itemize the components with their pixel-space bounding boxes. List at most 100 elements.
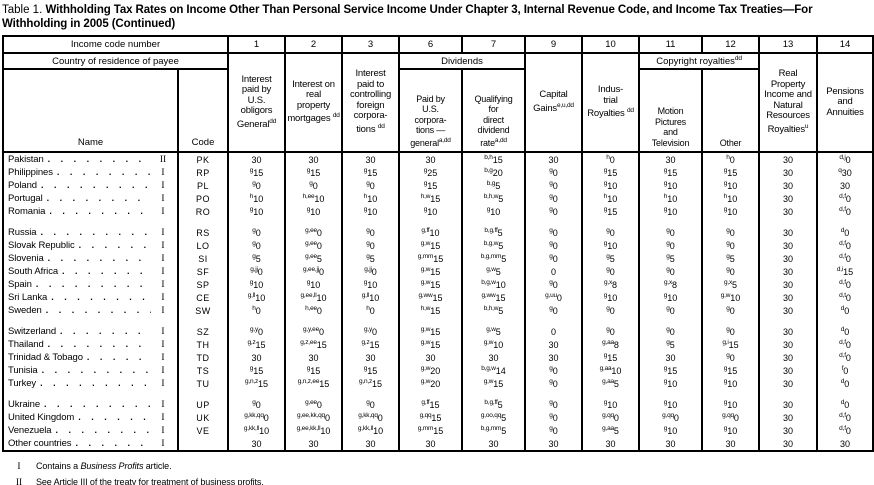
rate-cell: g0 bbox=[581, 265, 640, 278]
rate-cell: g10 bbox=[581, 291, 640, 304]
rate-cell: 30 bbox=[227, 437, 286, 451]
table-title: Table 1. Withholding Tax Rates on Income… bbox=[2, 3, 872, 31]
rate-cell: g15 bbox=[341, 364, 400, 377]
dot-leader: . . . . . . . . . . . . . . . . . . . . … bbox=[56, 167, 151, 177]
rate-footnote-superscript: g,uu bbox=[545, 292, 557, 299]
rate-footnote-superscript: g bbox=[663, 206, 668, 213]
rate-footnote-superscript: g,y bbox=[249, 326, 259, 333]
rate-footnote-superscript: d,f bbox=[839, 352, 846, 359]
rate-cell: g10 bbox=[701, 377, 760, 390]
rate-footnote-superscript: g,z bbox=[247, 339, 256, 346]
rate-footnote-superscript: b,g,w bbox=[483, 240, 499, 247]
rate-footnote-superscript: g bbox=[252, 227, 256, 234]
rate-cell: 0 bbox=[524, 317, 583, 338]
rate-footnote-superscript: g bbox=[606, 326, 610, 333]
country-code-cell: RP bbox=[177, 166, 229, 179]
country-name: United Kingdom bbox=[8, 412, 75, 423]
rate-cell: h0 bbox=[701, 152, 760, 166]
rate-footnote-superscript: g,x bbox=[663, 279, 673, 286]
rate-cell: d0 bbox=[816, 390, 874, 411]
rate-footnote-superscript: g bbox=[663, 399, 668, 406]
rate-footnote-superscript: g,ww bbox=[481, 292, 496, 299]
rate-cell: g0 bbox=[638, 239, 703, 252]
rate-footnote-superscript: b,h,w bbox=[483, 193, 499, 200]
rate-cell: 30 bbox=[758, 364, 818, 377]
rate-footnote-superscript: g,w bbox=[720, 292, 731, 299]
rate-footnote-superscript: h bbox=[252, 305, 256, 312]
rate-footnote-superscript: g bbox=[723, 365, 728, 372]
rate-footnote-superscript: g,aa bbox=[599, 365, 612, 372]
footnote-text: See Article III of the treaty for treatm… bbox=[36, 477, 264, 485]
rate-footnote-superscript: g bbox=[366, 240, 370, 247]
dot-leader: . . . . . . . . . . . . . . . . . . . . … bbox=[44, 399, 151, 409]
rate-footnote-superscript: g bbox=[606, 227, 610, 234]
rate-footnote-superscript: g,aa bbox=[602, 425, 614, 432]
rate-footnote-superscript: g,mm bbox=[417, 425, 434, 432]
rate-cell: g15 bbox=[398, 179, 463, 192]
rate-footnote-superscript: g bbox=[549, 240, 553, 247]
rate-cell: g,ll10 bbox=[341, 291, 400, 304]
rate-footnote-superscript: g,w bbox=[483, 339, 494, 346]
rate-cell: d,f0 bbox=[816, 411, 874, 424]
col-pensions-annuities: Pensions and Annuities bbox=[816, 53, 874, 152]
rate-footnote-superscript: g,kk,qq bbox=[244, 412, 264, 419]
treaty-article-numeral: I bbox=[161, 241, 165, 251]
header-detail-row: Name Code Paid by U.S. corpora- tions — … bbox=[2, 69, 873, 152]
rate-footnote-superscript: g bbox=[663, 180, 668, 187]
rate-cell: g,n,z15 bbox=[341, 377, 400, 390]
treaty-article-numeral: I bbox=[161, 306, 165, 316]
rate-footnote-superscript: b,g bbox=[486, 180, 496, 187]
rate-footnote-superscript: d,f bbox=[839, 412, 846, 419]
income-code-11: 11 bbox=[638, 36, 703, 54]
rate-footnote-superscript: g bbox=[252, 253, 256, 260]
rate-footnote-superscript: g bbox=[663, 378, 668, 385]
footnote-text-pre: Contains a bbox=[36, 461, 81, 471]
rate-footnote-superscript: h bbox=[366, 305, 370, 312]
rate-footnote-superscript: g,kk,ll bbox=[243, 425, 260, 432]
treaty-article-numeral: II bbox=[159, 155, 167, 165]
country-name: Slovak Republic bbox=[8, 240, 75, 251]
rate-cell: h10 bbox=[638, 192, 703, 205]
rate-cell: 30 bbox=[461, 437, 526, 451]
table-row: Turkey. . . . . . . . . . . . . . . . . … bbox=[2, 377, 874, 390]
table-row: Other countries. . . . . . . . . . . . .… bbox=[2, 437, 874, 451]
rate-cell: b,h,w5 bbox=[461, 304, 526, 317]
rate-footnote-superscript: g,z,ee bbox=[300, 339, 317, 346]
country-name-cell: Slovak Republic. . . . . . . . . . . . .… bbox=[2, 239, 179, 252]
rate-footnote-superscript: g bbox=[726, 266, 730, 273]
rate-cell: h0 bbox=[581, 152, 640, 166]
rate-footnote-superscript: f bbox=[841, 365, 844, 372]
country-name-cell: Poland. . . . . . . . . . . . . . . . . … bbox=[2, 179, 179, 192]
rate-footnote-superscript: g,w bbox=[420, 240, 431, 247]
table-row: United Kingdom. . . . . . . . . . . . . … bbox=[2, 411, 874, 424]
rate-cell: 30 bbox=[758, 278, 818, 291]
rate-footnote-superscript: h,w bbox=[420, 305, 431, 312]
rate-cell: 30 bbox=[758, 317, 818, 338]
col-dividends-qualifying: Qualifying for direct dividend ratea,dd bbox=[461, 69, 526, 152]
rate-cell: 30 bbox=[758, 252, 818, 265]
rate-footnote-superscript: b,g,w bbox=[481, 279, 496, 286]
rate-cell: g0 bbox=[701, 351, 760, 364]
country-name-cell: Other countries. . . . . . . . . . . . .… bbox=[2, 437, 179, 451]
rate-cell: h0 bbox=[341, 304, 400, 317]
rate-footnote-superscript: g bbox=[486, 206, 491, 213]
table-number: Table 1. bbox=[2, 4, 43, 16]
rate-footnote-superscript: g,ee,jj bbox=[303, 266, 319, 273]
country-code-cell: SF bbox=[177, 265, 229, 278]
dot-leader: . . . . . . . . . . . . . . . . . . . . … bbox=[49, 206, 151, 216]
country-code-cell: PK bbox=[177, 152, 229, 166]
rate-cell: g,qq0 bbox=[581, 411, 640, 424]
rate-cell: 30 bbox=[461, 351, 526, 364]
table-row: Sweden. . . . . . . . . . . . . . . . . … bbox=[2, 304, 874, 317]
treaty-article-numeral: I bbox=[161, 254, 165, 264]
treaty-article-numeral: I bbox=[161, 340, 165, 350]
table-row: Slovenia. . . . . . . . . . . . . . . . … bbox=[2, 252, 874, 265]
country-code-cell: CE bbox=[177, 291, 229, 304]
rate-footnote-superscript: g bbox=[723, 206, 728, 213]
rate-cell: g0 bbox=[341, 390, 400, 411]
rate-cell: d0 bbox=[816, 218, 874, 239]
rate-footnote-superscript: g,w bbox=[420, 326, 431, 333]
rate-cell: g10 bbox=[701, 179, 760, 192]
country-name: South Africa bbox=[8, 266, 59, 277]
rate-footnote-superscript: g,ee,kk,ll bbox=[296, 425, 321, 432]
